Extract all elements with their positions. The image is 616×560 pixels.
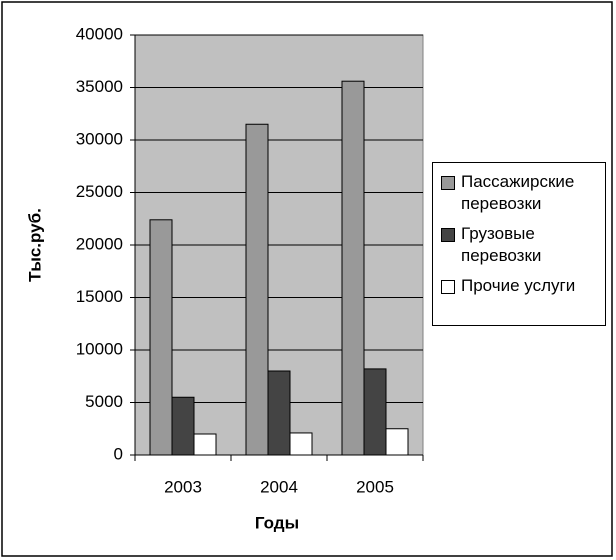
y-axis-title: Тыс.руб.: [25, 208, 44, 282]
x-tick-label: 2004: [260, 477, 298, 496]
x-tick-label: 2005: [356, 477, 394, 496]
legend-item: Грузовые перевозки: [441, 223, 599, 267]
legend-label: Пассажирские перевозки: [461, 172, 575, 213]
x-axis-title: Годы: [255, 513, 299, 532]
legend-item: Пассажирские перевозки: [441, 171, 599, 215]
legend-item: Прочие услуги: [441, 275, 599, 297]
y-tick-label: 10000: [76, 339, 123, 358]
y-tick-label: 0: [114, 444, 123, 463]
y-tick-label: 40000: [76, 24, 123, 43]
x-tick-label: 2003: [164, 477, 202, 496]
bar: [289, 432, 313, 456]
bar: [149, 219, 173, 456]
bar: [385, 428, 409, 456]
bar: [267, 370, 291, 456]
y-tick-label: 15000: [76, 287, 123, 306]
y-tick-label: 30000: [76, 129, 123, 148]
bar: [363, 368, 387, 456]
legend: Пассажирские перевозки Грузовые перевозки…: [432, 162, 606, 326]
y-tick-label: 35000: [76, 77, 123, 96]
legend-label: Грузовые перевозки: [461, 224, 542, 265]
bar: [171, 396, 195, 456]
bar: [193, 433, 217, 456]
bar: [245, 123, 269, 456]
legend-swatch: [441, 176, 455, 190]
y-tick-label: 25000: [76, 182, 123, 201]
legend-swatch: [441, 228, 455, 242]
y-tick-label: 20000: [76, 234, 123, 253]
bar: [341, 80, 365, 456]
legend-label: Прочие услуги: [461, 276, 576, 295]
legend-swatch: [441, 280, 455, 294]
y-tick-label: 5000: [85, 392, 123, 411]
